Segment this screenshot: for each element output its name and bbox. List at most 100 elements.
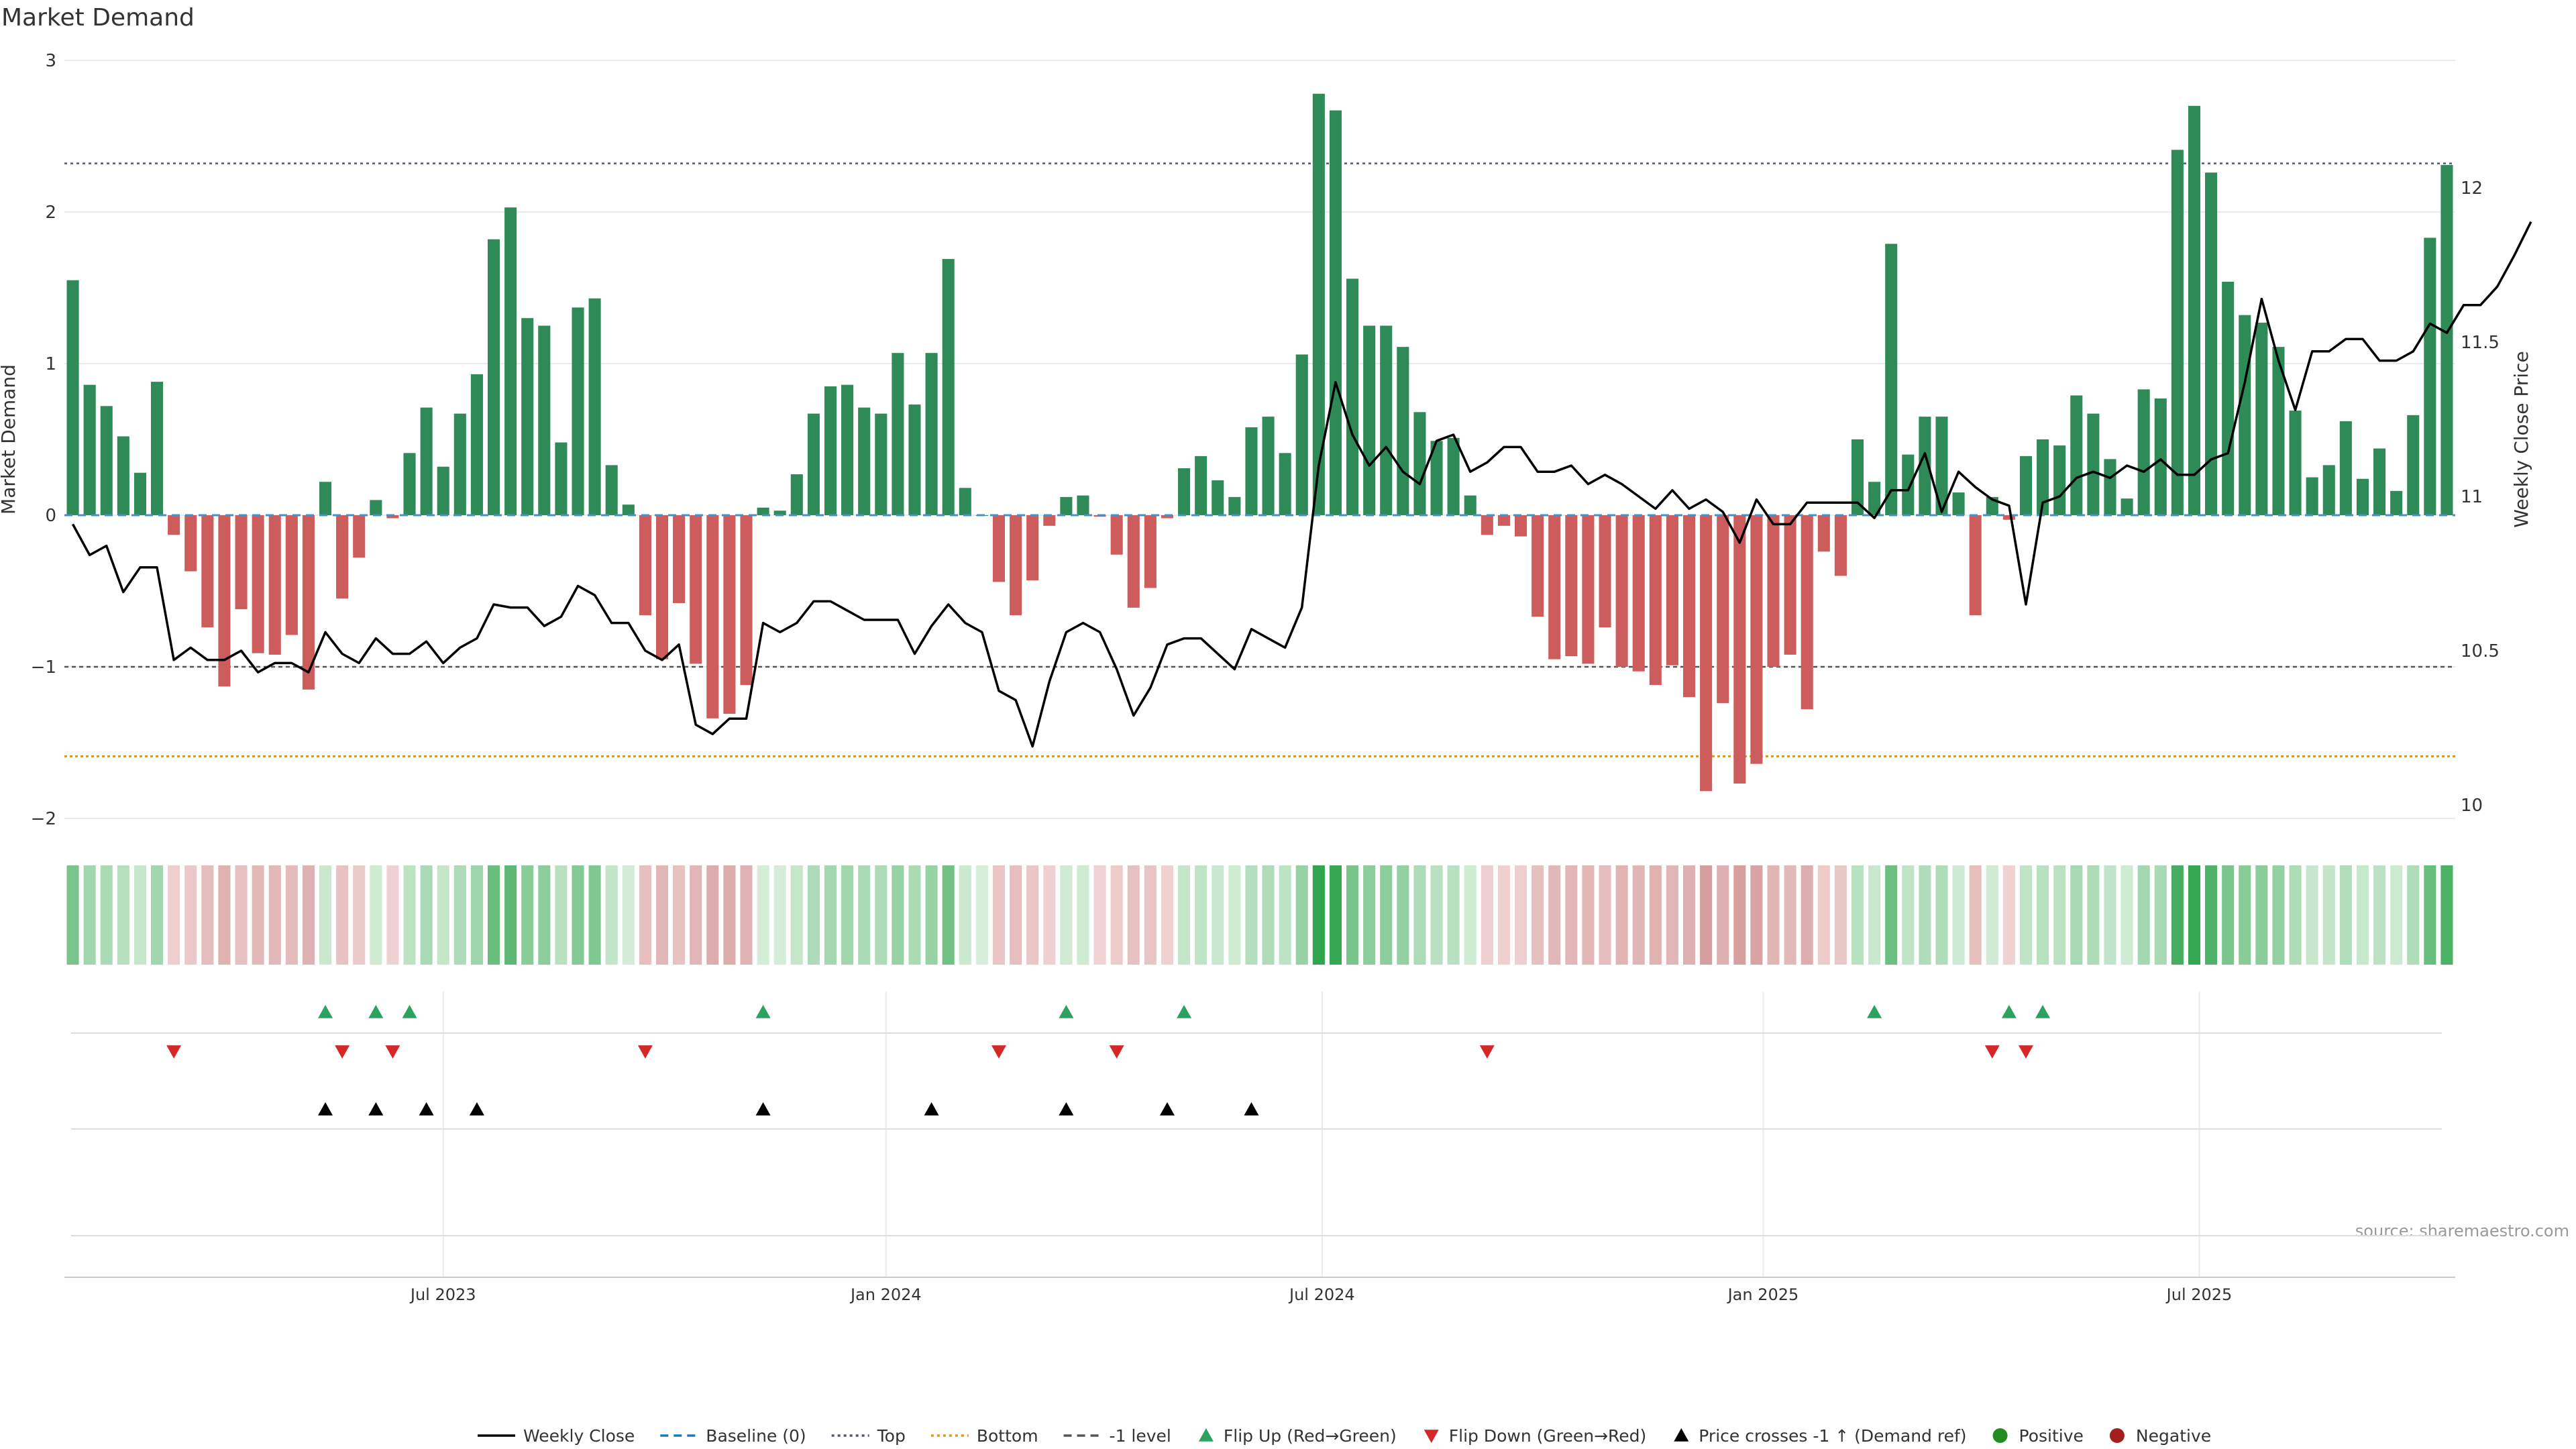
x-tick-label: Jul 2025 [2165, 1285, 2233, 1304]
heat-cell [2407, 865, 2420, 965]
heat-cell [942, 865, 955, 965]
y2-tick-label: 10.5 [2461, 641, 2500, 661]
demand-bar [201, 515, 214, 628]
demand-bar [1295, 354, 1308, 515]
heat-cell [2239, 865, 2251, 965]
x-tick-label: Jul 2024 [1288, 1285, 1355, 1304]
heat-cell [1615, 865, 1628, 965]
demand-bar [1430, 441, 1443, 515]
demand-bar [1228, 496, 1241, 515]
demand-bar [168, 515, 180, 535]
heat-cell [420, 865, 433, 965]
heat-cell [184, 865, 197, 965]
demand-bar [2002, 515, 2015, 520]
reference-lines [64, 162, 2455, 757]
demand-bar [673, 515, 686, 604]
demand-bar [1784, 515, 1796, 655]
legend-label: Flip Down (Green→Red) [1449, 1426, 1647, 1446]
demand-bar [285, 515, 298, 635]
flip-up-marker [318, 1005, 333, 1018]
demand-bar [824, 386, 837, 515]
demand-bar [403, 453, 416, 515]
heat-cell [858, 865, 871, 965]
demand-bar [572, 307, 584, 515]
heat-cell [1228, 865, 1241, 965]
y-tick-label: 3 [45, 51, 56, 71]
demand-bar [2272, 347, 2285, 515]
heat-cell [723, 865, 736, 965]
source-note: source: sharemaestro.com [2355, 1222, 2569, 1240]
demand-bar [1767, 515, 1780, 667]
demand-bar [2171, 150, 2184, 516]
heat-cell [2104, 865, 2116, 965]
demand-bar [1532, 515, 1544, 617]
demand-bar [2390, 490, 2403, 515]
demand-bar [1245, 427, 1258, 515]
flip-down-marker [1109, 1045, 1124, 1059]
heat-cell [1733, 865, 1746, 965]
heat-cell [2087, 865, 2100, 965]
heat-cell [1060, 865, 1073, 965]
demand-bar [942, 259, 955, 515]
heat-cell [218, 865, 231, 965]
demand-bar [1868, 482, 1881, 515]
heat-cell [1666, 865, 1678, 965]
flip-up-marker [2035, 1005, 2051, 1018]
price-cross-marker [924, 1102, 939, 1116]
demand-bar [2322, 465, 2335, 515]
demand-bar [2087, 413, 2100, 515]
demand-bar [2440, 164, 2453, 515]
demand-bar [538, 325, 551, 515]
heat-cell [908, 865, 921, 965]
demand-bar [690, 515, 702, 664]
demand-bar [1682, 515, 1696, 698]
demand-bar [1935, 417, 1948, 515]
demand-bar [1346, 278, 1359, 515]
x-tick-label: Jul 2023 [409, 1285, 476, 1304]
heat-cell [975, 865, 988, 965]
demand-bar [639, 515, 651, 616]
heat-cell [1952, 865, 1965, 965]
demand-bar [504, 207, 517, 515]
demand-bar [1144, 515, 1157, 588]
flip-down-marker [166, 1045, 182, 1059]
heat-cell [1110, 865, 1123, 965]
heat-cell [959, 865, 971, 965]
demand-bar [1464, 495, 1477, 515]
y2-tick-label: 12 [2461, 178, 2483, 199]
demand-bar [2137, 389, 2150, 515]
demand-bar [1110, 515, 1123, 555]
heat-cell [1312, 865, 1325, 965]
heat-cell [2037, 865, 2049, 965]
heat-cell [992, 865, 1006, 965]
heat-cell [336, 865, 349, 965]
demand-bar [1397, 347, 1409, 515]
flip-down-marker [637, 1045, 653, 1059]
chart-title: Market Demand [1, 4, 195, 32]
demand-bar [908, 405, 921, 515]
legend-label: Flip Up (Red→Green) [1224, 1426, 1397, 1446]
demand-bar [151, 382, 164, 515]
flip-up-marker [2001, 1005, 2017, 1018]
heat-cell [2053, 865, 2066, 965]
demand-bar [1885, 244, 1898, 515]
y-tick-label: 0 [45, 506, 56, 526]
demand-bar [2070, 395, 2083, 515]
demand-bar [1077, 495, 1089, 515]
y-tick-label: 1 [45, 354, 56, 374]
demand-bar [2188, 105, 2201, 516]
heat-cell [2272, 865, 2285, 965]
heat-cell [1430, 865, 1443, 965]
legend-label: Top [877, 1426, 906, 1446]
demand-bar [2373, 448, 2386, 515]
heat-cell [487, 865, 500, 965]
legend-item: Bottom [930, 1426, 1038, 1446]
y-tick-label: −1 [31, 657, 56, 678]
heat-cell [504, 865, 517, 965]
heat-cell [1817, 865, 1830, 965]
heat-cell [521, 865, 534, 965]
heat-cell [2070, 865, 2083, 965]
heat-cell [605, 865, 618, 965]
heat-cell [1532, 865, 1544, 965]
heat-cell [151, 865, 164, 965]
